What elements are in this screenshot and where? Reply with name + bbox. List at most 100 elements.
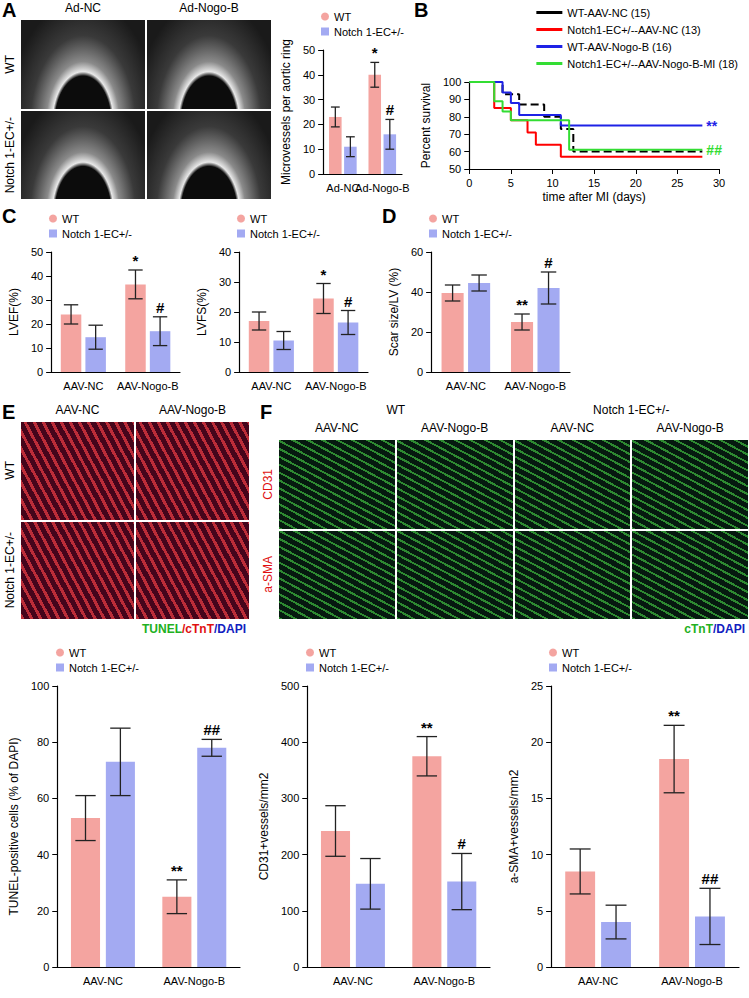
svg-text:WT: WT bbox=[562, 647, 579, 659]
svg-text:0: 0 bbox=[417, 366, 423, 378]
svg-text:AAV-Nogo-B: AAV-Nogo-B bbox=[414, 975, 476, 987]
svg-text:**: ** bbox=[516, 296, 528, 313]
svg-text:*: * bbox=[321, 266, 327, 283]
svg-text:WT: WT bbox=[442, 213, 459, 225]
svg-text:30: 30 bbox=[713, 177, 725, 189]
svg-text:60: 60 bbox=[411, 246, 423, 258]
svg-text:Microvessels per aortic ring: Microvessels per aortic ring bbox=[279, 39, 293, 185]
svg-text:20: 20 bbox=[630, 177, 642, 189]
svg-text:40: 40 bbox=[411, 286, 423, 298]
svg-text:0: 0 bbox=[466, 177, 472, 189]
svg-text:5: 5 bbox=[537, 905, 543, 917]
svg-text:15: 15 bbox=[588, 177, 600, 189]
svg-text:400: 400 bbox=[281, 736, 299, 748]
svg-text:30: 30 bbox=[303, 94, 315, 106]
svg-text:AAV-Nogo-B: AAV-Nogo-B bbox=[305, 380, 367, 392]
svg-text:40: 40 bbox=[219, 246, 231, 258]
svg-text:##: ## bbox=[706, 142, 722, 158]
svg-text:40: 40 bbox=[37, 849, 49, 861]
svg-text:30: 30 bbox=[219, 276, 231, 288]
svg-text:Notch 1-EC+/-: Notch 1-EC+/- bbox=[442, 228, 512, 240]
svg-text:Notch1-EC+/--AAV-Nogo-B-MI (18: Notch1-EC+/--AAV-Nogo-B-MI (18) bbox=[567, 58, 738, 70]
svg-text:70: 70 bbox=[449, 128, 461, 140]
svg-text:60: 60 bbox=[449, 146, 461, 158]
svg-text:AAV-NC: AAV-NC bbox=[578, 975, 618, 987]
svg-text:#: # bbox=[156, 299, 165, 316]
svg-text:Ad-Nogo-B: Ad-Nogo-B bbox=[355, 182, 409, 194]
svg-text:20: 20 bbox=[31, 318, 43, 330]
svg-text:AAV-Nogo-B: AAV-Nogo-B bbox=[661, 975, 723, 987]
svg-text:100: 100 bbox=[281, 905, 299, 917]
svg-text:20: 20 bbox=[411, 326, 423, 338]
svg-text:10: 10 bbox=[531, 849, 543, 861]
svg-text:AAV-Nogo-B: AAV-Nogo-B bbox=[164, 975, 226, 987]
svg-text:AAV-NC: AAV-NC bbox=[446, 380, 486, 392]
svg-text:**: ** bbox=[421, 719, 433, 736]
svg-text:0: 0 bbox=[309, 168, 315, 180]
svg-text:200: 200 bbox=[281, 849, 299, 861]
svg-text:CD31+vessels/mm2: CD31+vessels/mm2 bbox=[257, 772, 271, 880]
svg-text:40: 40 bbox=[303, 69, 315, 81]
svg-text:**: ** bbox=[171, 862, 183, 879]
svg-text:0: 0 bbox=[43, 961, 49, 973]
svg-text:#: # bbox=[544, 254, 553, 271]
svg-text:20: 20 bbox=[303, 118, 315, 130]
svg-text:50: 50 bbox=[449, 163, 461, 175]
svg-text:AAV-Nogo-B: AAV-Nogo-B bbox=[505, 380, 567, 392]
svg-text:##: ## bbox=[702, 870, 719, 887]
svg-text:0: 0 bbox=[225, 366, 231, 378]
svg-text:WT: WT bbox=[250, 213, 267, 225]
svg-text:25: 25 bbox=[671, 177, 683, 189]
svg-text:0: 0 bbox=[37, 366, 43, 378]
svg-text:WT-AAV-Nogo-B (16): WT-AAV-Nogo-B (16) bbox=[567, 41, 671, 53]
svg-text:**: ** bbox=[668, 707, 680, 724]
svg-text:Scar size/LV (%): Scar size/LV (%) bbox=[387, 268, 401, 356]
svg-text:0: 0 bbox=[293, 961, 299, 973]
svg-text:AAV-NC: AAV-NC bbox=[83, 975, 123, 987]
svg-text:25: 25 bbox=[531, 680, 543, 692]
svg-text:AAV-NC: AAV-NC bbox=[63, 380, 103, 392]
svg-text:AAV-Nogo-B: AAV-Nogo-B bbox=[117, 380, 179, 392]
svg-text:LVEF(%): LVEF(%) bbox=[7, 288, 21, 336]
svg-text:WT: WT bbox=[334, 11, 351, 23]
svg-text:a-SMA+vessels/mm2: a-SMA+vessels/mm2 bbox=[507, 769, 521, 883]
svg-text:AAV-NC: AAV-NC bbox=[251, 380, 291, 392]
svg-text:20: 20 bbox=[531, 736, 543, 748]
svg-text:time after MI (days): time after MI (days) bbox=[542, 190, 645, 204]
svg-text:10: 10 bbox=[31, 342, 43, 354]
svg-text:500: 500 bbox=[281, 680, 299, 692]
svg-text:5: 5 bbox=[508, 177, 514, 189]
svg-text:*: * bbox=[372, 44, 378, 61]
svg-text:15: 15 bbox=[531, 792, 543, 804]
svg-text:WT-AAV-NC (15): WT-AAV-NC (15) bbox=[567, 7, 650, 19]
svg-text:80: 80 bbox=[37, 736, 49, 748]
svg-text:50: 50 bbox=[31, 246, 43, 258]
svg-text:30: 30 bbox=[31, 294, 43, 306]
svg-text:**: ** bbox=[706, 118, 717, 134]
svg-text:10: 10 bbox=[546, 177, 558, 189]
svg-text:100: 100 bbox=[31, 680, 49, 692]
svg-text:Notch1-EC+/--AAV-NC (13): Notch1-EC+/--AAV-NC (13) bbox=[567, 24, 700, 36]
svg-text:AAV-NC: AAV-NC bbox=[333, 975, 373, 987]
svg-text:40: 40 bbox=[31, 270, 43, 282]
svg-text:Notch 1-EC+/-: Notch 1-EC+/- bbox=[250, 228, 320, 240]
svg-text:80: 80 bbox=[449, 111, 461, 123]
svg-text:WT: WT bbox=[319, 647, 336, 659]
svg-text:20: 20 bbox=[219, 306, 231, 318]
svg-text:LVFS(%): LVFS(%) bbox=[195, 288, 209, 336]
svg-text:60: 60 bbox=[37, 792, 49, 804]
svg-text:WT: WT bbox=[62, 213, 79, 225]
svg-text:WT: WT bbox=[69, 647, 86, 659]
svg-text:Notch 1-EC+/-: Notch 1-EC+/- bbox=[334, 26, 404, 38]
svg-text:100: 100 bbox=[443, 76, 461, 88]
svg-text:300: 300 bbox=[281, 792, 299, 804]
svg-text:#: # bbox=[458, 835, 467, 852]
svg-text:#: # bbox=[344, 293, 353, 310]
svg-text:Notch 1-EC+/-: Notch 1-EC+/- bbox=[562, 662, 632, 674]
svg-text:##: ## bbox=[203, 721, 220, 738]
svg-text:20: 20 bbox=[37, 905, 49, 917]
svg-text:10: 10 bbox=[219, 336, 231, 348]
svg-text:Notch 1-EC+/-: Notch 1-EC+/- bbox=[69, 662, 139, 674]
svg-text:90: 90 bbox=[449, 93, 461, 105]
svg-text:10: 10 bbox=[303, 143, 315, 155]
